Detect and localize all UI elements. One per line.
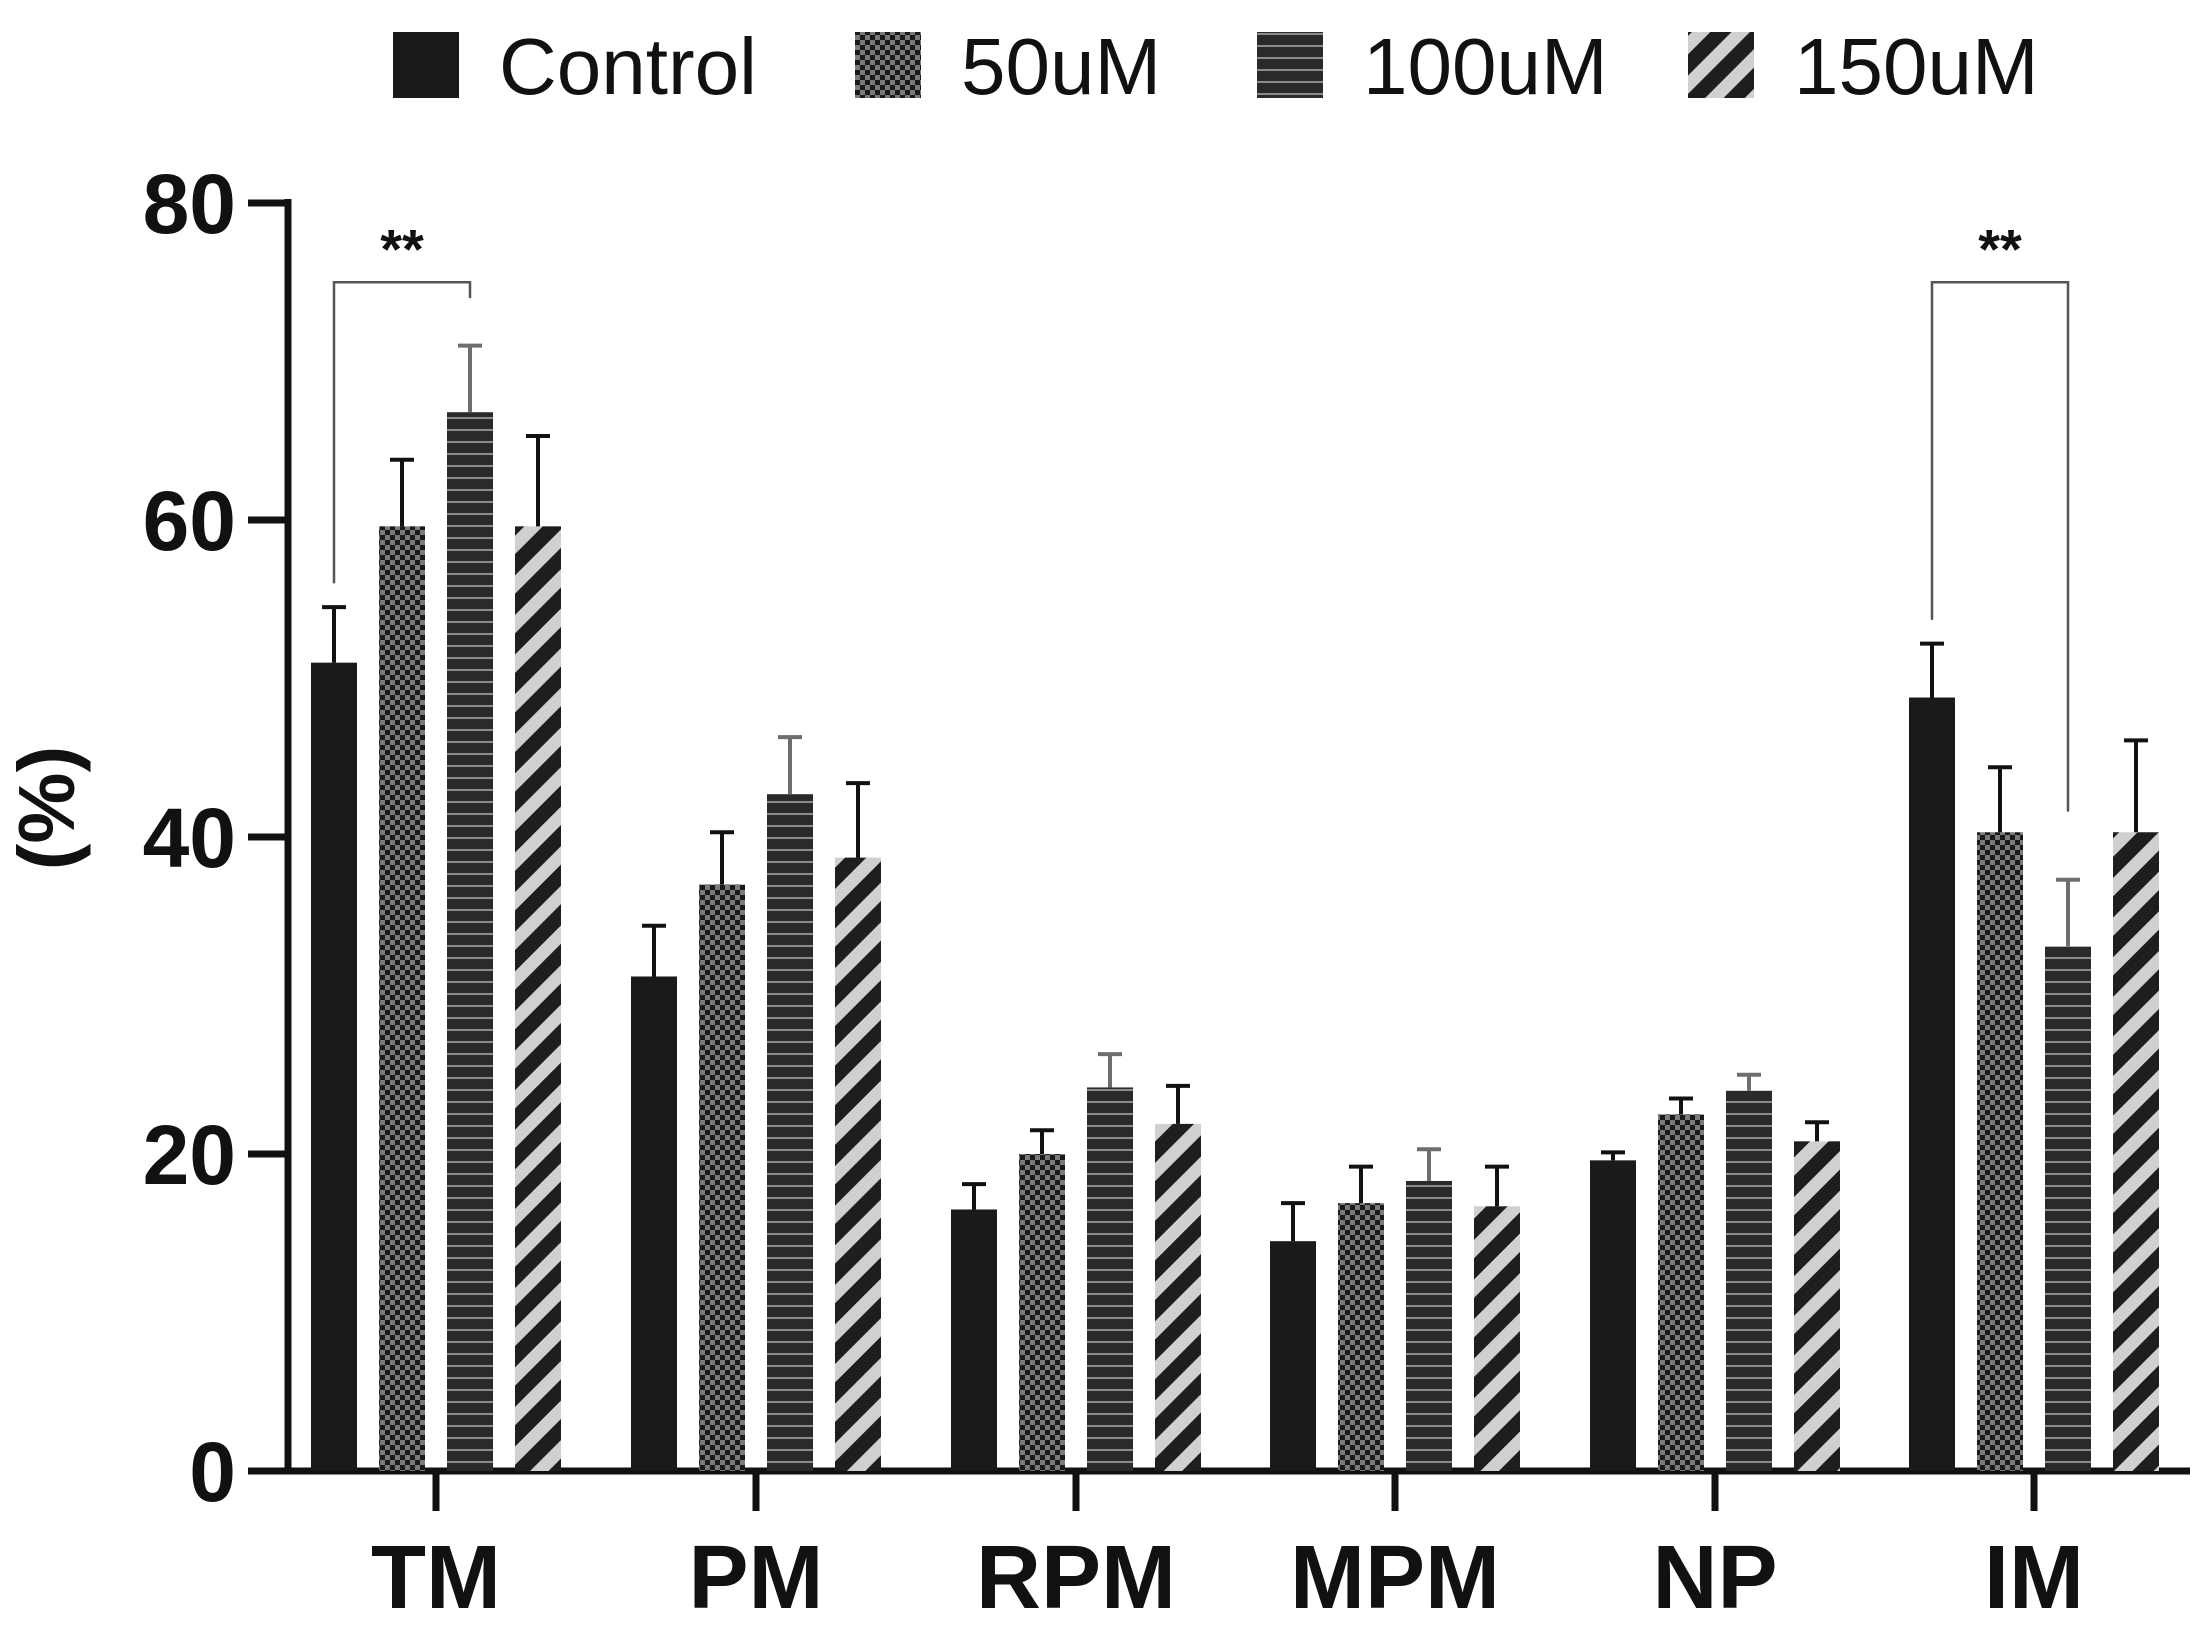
significance-label-tm: ** <box>380 217 424 280</box>
bar-mpm-100um <box>1406 1180 1452 1471</box>
x-axis: TM PM RPM MPM NP IM <box>284 1467 2190 1628</box>
bar-mpm-control <box>1270 1241 1316 1471</box>
bar-rpm-150um <box>1155 1123 1201 1471</box>
bar-tm-50um <box>379 526 425 1471</box>
bar-im-control <box>1909 697 1955 1471</box>
legend-swatch-50um <box>855 32 921 98</box>
y-tick-label: 0 <box>189 1425 236 1519</box>
legend-label-150um: 150uM <box>1794 22 2039 111</box>
legend-swatch-100um <box>1257 32 1323 98</box>
significance-label-im: ** <box>1978 217 2022 280</box>
x-tick-label-im: IM <box>1984 1528 2084 1628</box>
legend-swatch-control <box>393 32 459 98</box>
legend-swatch-150um <box>1688 32 1754 98</box>
bar-pm-150um <box>835 857 881 1471</box>
y-tick-label: 80 <box>143 157 236 251</box>
legend-label-control: Control <box>499 22 757 111</box>
significance-annotations: ** ** <box>332 217 2070 812</box>
bar-im-100um <box>2045 946 2091 1471</box>
x-tick-label-tm: TM <box>371 1528 501 1628</box>
bar-tm-150um <box>515 526 561 1471</box>
significance-bracket-tm <box>332 281 472 584</box>
bar-rpm-control <box>951 1209 997 1471</box>
bar-tm-100um <box>447 412 493 1472</box>
y-axis: (%) 0 20 40 60 80 <box>2 157 292 1519</box>
bar-pm-control <box>631 976 677 1471</box>
y-tick-label: 40 <box>143 791 236 885</box>
significance-bracket-im <box>1930 281 2070 812</box>
legend: Control 50uM 100uM 150uM <box>393 22 2039 111</box>
x-tick-label-np: NP <box>1652 1528 1777 1628</box>
y-axis-label: (%) <box>2 746 91 870</box>
bar-np-100um <box>1726 1090 1772 1471</box>
bar-np-50um <box>1658 1114 1704 1471</box>
bar-rpm-100um <box>1087 1087 1133 1471</box>
bar-pm-50um <box>699 884 745 1471</box>
legend-label-50um: 50uM <box>961 22 1161 111</box>
bars-group <box>311 343 2159 1472</box>
x-tick-label-mpm: MPM <box>1290 1528 1500 1628</box>
bar-tm-control <box>311 662 357 1471</box>
bar-im-50um <box>1977 832 2023 1471</box>
bar-im-150um <box>2113 832 2159 1471</box>
x-tick-label-pm: PM <box>689 1528 824 1628</box>
bar-pm-100um <box>767 794 813 1471</box>
bar-rpm-50um <box>1019 1154 1065 1471</box>
y-tick-label: 20 <box>143 1108 236 1202</box>
y-tick-label: 60 <box>143 474 236 568</box>
legend-label-100um: 100uM <box>1363 22 1608 111</box>
bar-mpm-150um <box>1474 1206 1520 1471</box>
x-tick-label-rpm: RPM <box>976 1528 1176 1628</box>
bar-np-control <box>1590 1160 1636 1471</box>
bar-np-150um <box>1794 1141 1840 1471</box>
bar-mpm-50um <box>1338 1203 1384 1471</box>
